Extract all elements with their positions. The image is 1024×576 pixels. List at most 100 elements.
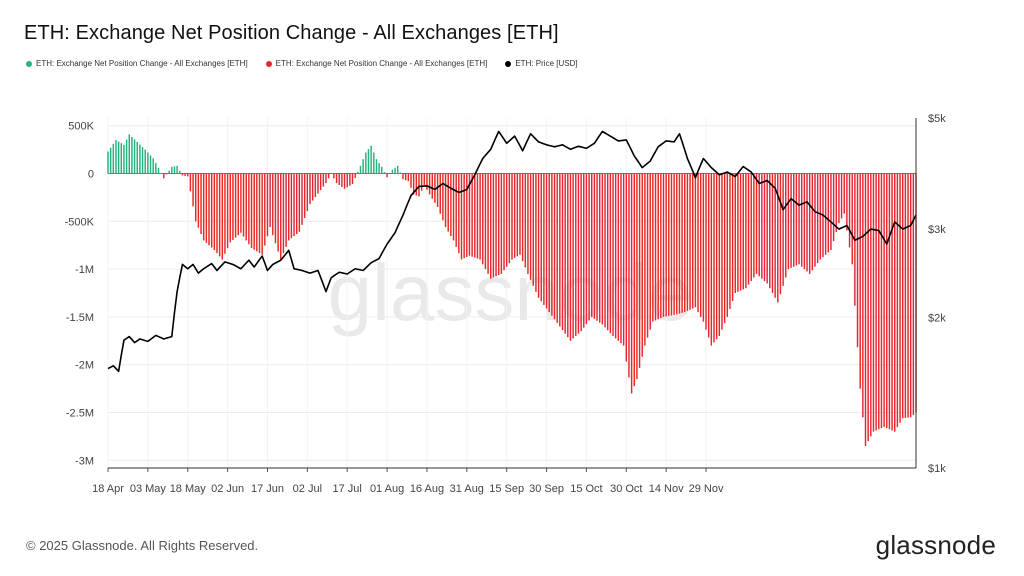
net-position-bar	[109, 147, 112, 174]
net-position-bar	[591, 173, 593, 317]
net-position-bar	[527, 173, 529, 274]
net-position-bar	[808, 173, 811, 274]
y2-tick-label: $1k	[928, 463, 946, 475]
net-position-bar	[242, 173, 245, 237]
net-position-bar	[548, 173, 550, 313]
net-position-bar	[354, 173, 356, 178]
net-position-bar	[676, 173, 678, 315]
net-position-bar	[872, 173, 875, 432]
net-position-bar	[596, 173, 598, 321]
net-position-bar	[410, 173, 412, 188]
legend-item-price[interactable]: ETH: Price [USD]	[505, 59, 578, 68]
net-position-bar	[120, 143, 123, 174]
net-position-bar	[891, 173, 893, 431]
net-position-bar	[513, 173, 516, 258]
net-position-bar	[532, 173, 534, 286]
net-position-bar	[535, 173, 537, 292]
chart-canvas[interactable]: glassnode 500K0-500K-1M-1.5M-2M-2.5M-3M$…	[0, 0, 1024, 520]
net-position-bar	[593, 173, 596, 319]
axes: 500K 0 -500K -1M -1.5M -2M -2.5M -3M $5k $3k $2k $1…	[65, 113, 947, 495]
net-position-bar	[729, 173, 731, 309]
net-position-bar	[646, 173, 649, 338]
net-position-bar	[359, 165, 362, 174]
net-position-bar	[181, 173, 184, 176]
net-position-bar	[184, 173, 186, 176]
net-position-bar	[755, 173, 758, 274]
net-position-bar	[455, 173, 457, 247]
net-position-bar	[742, 173, 744, 290]
net-position-bar	[484, 173, 487, 270]
net-position-bar	[373, 152, 375, 174]
net-position-bar	[234, 173, 237, 238]
net-position-bar	[673, 173, 675, 315]
net-position-bar	[399, 172, 402, 174]
y-tick-label: -2.5M	[66, 408, 94, 420]
net-position-bar	[572, 173, 574, 339]
net-position-bar	[444, 173, 447, 228]
net-position-bar	[245, 173, 247, 241]
net-position-bar	[668, 173, 670, 316]
net-position-bar	[179, 170, 181, 174]
net-position-bar	[864, 173, 867, 446]
net-position-bar	[205, 173, 208, 243]
net-position-bar	[226, 173, 229, 249]
net-position-bar	[798, 173, 800, 265]
x-tick-label: 18 Apr	[92, 483, 124, 495]
net-position-bar	[378, 162, 380, 174]
x-tick-label: 16 Aug	[410, 483, 444, 495]
net-position-bar	[173, 166, 176, 174]
net-position-bar	[423, 173, 426, 185]
legend-item-netflow-negative[interactable]: ETH: Exchange Net Position Change - All …	[265, 59, 487, 68]
legend-label: ETH: Exchange Net Position Change - All …	[36, 59, 248, 68]
net-position-bar	[665, 173, 667, 317]
net-position-bar	[303, 173, 306, 218]
net-position-bar	[753, 173, 755, 278]
net-position-bar	[200, 173, 202, 235]
net-position-bar	[165, 173, 168, 175]
net-position-bar	[553, 173, 556, 320]
net-position-bar	[800, 173, 803, 267]
net-position-bar	[367, 149, 370, 174]
net-position-bar	[391, 169, 394, 174]
net-position-bar	[500, 173, 503, 274]
net-position-bar	[497, 173, 500, 276]
x-tick-label: 17 Jun	[251, 483, 284, 495]
net-position-bar	[351, 173, 354, 185]
net-position-bar	[614, 173, 617, 339]
net-position-bar	[519, 173, 521, 255]
net-position-bar	[216, 173, 218, 254]
net-position-bar	[705, 173, 707, 330]
net-position-bar	[256, 173, 258, 252]
net-position-bar	[479, 173, 481, 260]
net-position-bar	[404, 173, 407, 181]
net-position-bar	[463, 173, 465, 259]
net-position-bar	[402, 173, 404, 180]
copyright-text: © 2025 Glassnode. All Rights Reserved.	[26, 538, 259, 553]
net-position-bar	[168, 170, 170, 174]
net-position-bar	[232, 173, 234, 240]
net-position-bar	[697, 173, 699, 313]
net-position-bar	[689, 173, 691, 310]
net-position-bar	[128, 134, 130, 174]
net-position-bar	[362, 159, 364, 174]
net-position-bar	[521, 173, 524, 262]
net-position-bar	[750, 173, 752, 282]
net-position-bar	[715, 173, 718, 340]
price-line	[107, 130, 917, 373]
x-tick-label: 31 Aug	[450, 483, 484, 495]
net-position-bar	[662, 173, 665, 317]
net-position-bar	[482, 173, 484, 265]
net-position-bar	[503, 173, 505, 271]
net-position-bar	[899, 173, 901, 423]
net-position-bar	[575, 173, 577, 337]
net-position-bar	[824, 173, 827, 255]
net-position-bar	[684, 173, 686, 313]
legend-item-netflow-positive[interactable]: ETH: Exchange Net Position Change - All …	[26, 59, 248, 68]
net-position-bar	[827, 173, 830, 253]
net-position-bar	[843, 173, 845, 214]
price-series	[107, 130, 917, 373]
net-position-bar	[343, 173, 346, 189]
net-position-bar	[152, 158, 154, 174]
net-position-bar	[848, 173, 851, 248]
y-tick-label: -2M	[75, 360, 94, 372]
